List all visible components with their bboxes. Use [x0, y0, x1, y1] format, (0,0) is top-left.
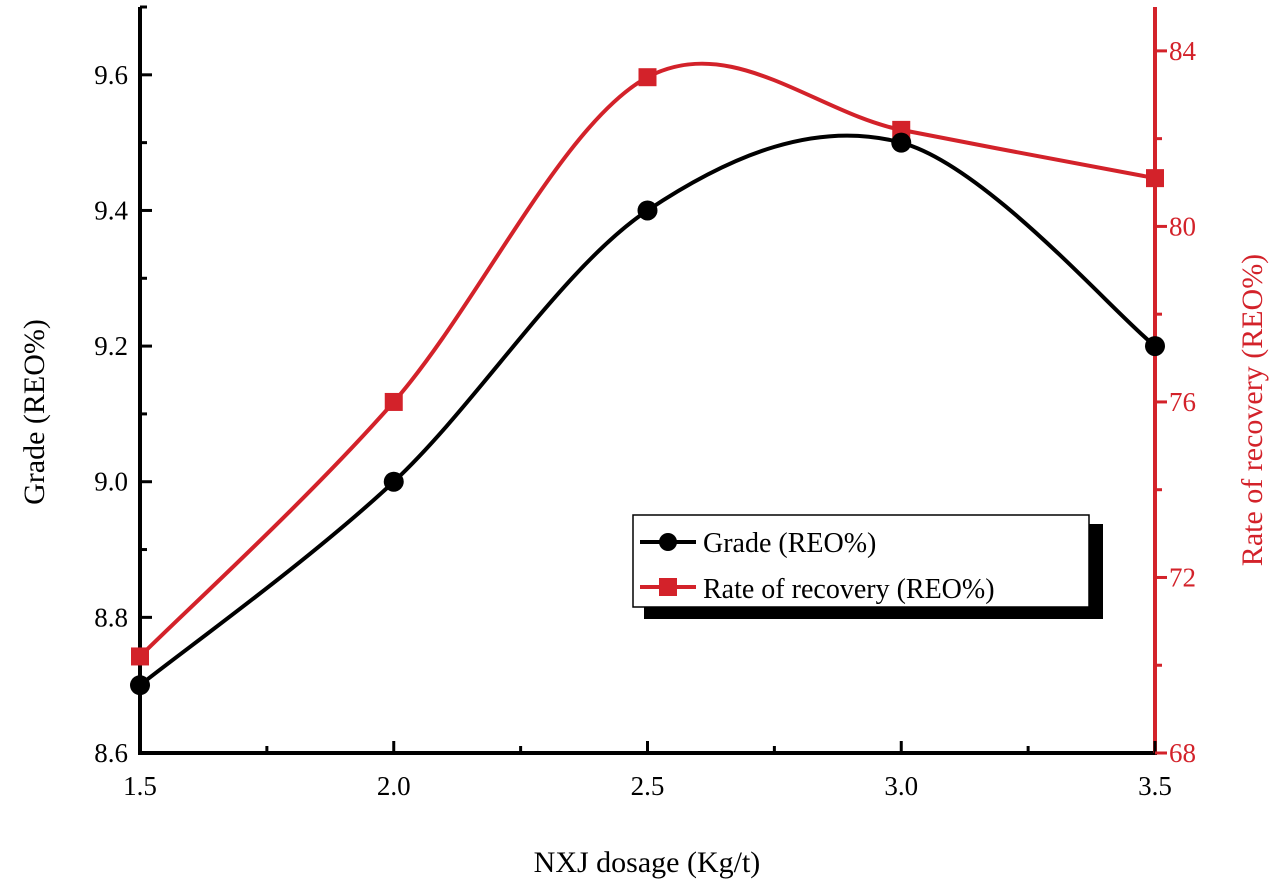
grade-point: [130, 675, 150, 696]
y2-tick-label: 80: [1169, 211, 1196, 241]
x-tick-label: 2.5: [631, 771, 665, 801]
x-tick-label: 2.0: [377, 771, 411, 801]
x-tick-label: 1.5: [123, 771, 157, 801]
x-tick-label: 3.0: [884, 771, 918, 801]
y2-tick-label: 84: [1169, 36, 1197, 66]
y-tick-label: 9.4: [94, 195, 128, 225]
y2-axis-title: Rate of recovery (REO%): [1236, 254, 1269, 566]
grade-point: [637, 200, 658, 221]
legend-recovery-marker: [659, 578, 677, 596]
legend-grade-label: Grade (REO%): [703, 528, 876, 559]
y-tick-label: 9.2: [94, 331, 128, 361]
recovery-curve: [138, 61, 1156, 658]
grade-point: [1145, 336, 1165, 357]
legend-grade-marker: [659, 533, 677, 551]
legend-recovery-label: Rate of recovery (REO%): [703, 574, 995, 605]
y-tick-label: 9.0: [94, 467, 128, 497]
legend: Grade (REO%) Rate of recovery (REO%): [632, 514, 1103, 619]
grade-point: [891, 132, 912, 153]
recovery-point: [638, 68, 657, 87]
y2-tick-label: 76: [1169, 387, 1196, 417]
series-markers: [130, 68, 1165, 696]
recovery-point: [384, 392, 403, 411]
y2-tick-label: 68: [1169, 738, 1196, 768]
legend-box: [632, 514, 1090, 608]
y-tick-label: 8.8: [94, 602, 128, 632]
x-tick-label: 3.5: [1138, 771, 1172, 801]
y-tick-label: 8.6: [94, 738, 128, 768]
grade-point: [383, 471, 404, 492]
x-axis-title: NXJ dosage (Kg/t): [534, 846, 761, 879]
y-tick-label: 9.6: [94, 60, 128, 90]
recovery-point: [1146, 169, 1164, 188]
y2-tick-label: 72: [1169, 562, 1196, 592]
recovery-point: [131, 647, 149, 666]
y-axis-title: Grade (REO%): [18, 319, 51, 505]
axes: 1.5 2.0 2.5 3.0 3.5 8.6 8.8 9.0 9.2 9.4 9.6 68 72 76 8…: [94, 5, 1197, 801]
